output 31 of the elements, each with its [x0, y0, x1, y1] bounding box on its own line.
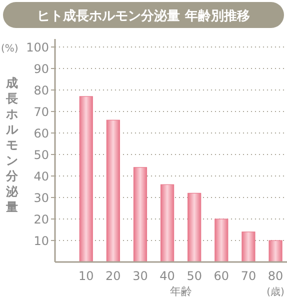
- bar: [268, 240, 282, 262]
- y-tick-label: 10: [34, 234, 49, 248]
- x-tick-label: 80: [268, 269, 284, 283]
- text: 成長ホルモン分泌量: [6, 76, 18, 214]
- x-tick-label: 70: [240, 269, 256, 283]
- y-tick-label: 40: [34, 170, 49, 184]
- y-tick-label: 50: [34, 148, 49, 162]
- bar: [214, 218, 228, 262]
- x-tick-label: 60: [214, 269, 230, 283]
- y-tick-label: 30: [34, 191, 49, 205]
- x-axis-title: 年齢: [170, 285, 192, 298]
- x-tick-label: 10: [78, 269, 94, 283]
- bar: [188, 192, 202, 262]
- x-tick-label: 50: [186, 269, 202, 283]
- text: (%): [1, 44, 18, 54]
- bar: [160, 184, 174, 262]
- x-tick-label: 20: [106, 269, 121, 283]
- y-tick-label: 70: [34, 105, 49, 119]
- bar: [106, 120, 120, 262]
- y-tick-label: 100: [26, 40, 49, 54]
- y-tick-label: 20: [34, 212, 49, 226]
- chart-title: ヒト成長ホルモン分泌量 年齢別推移: [37, 8, 250, 24]
- y-tick-label: 80: [34, 84, 49, 98]
- bar: [79, 96, 93, 262]
- y-tick-label: 90: [34, 62, 49, 76]
- y-tick-label: 60: [34, 126, 49, 140]
- bar: [242, 232, 256, 262]
- bar: [133, 167, 148, 262]
- text: (歳): [266, 286, 285, 298]
- x-tick-label: 30: [132, 269, 148, 283]
- x-tick-label: 40: [160, 269, 175, 283]
